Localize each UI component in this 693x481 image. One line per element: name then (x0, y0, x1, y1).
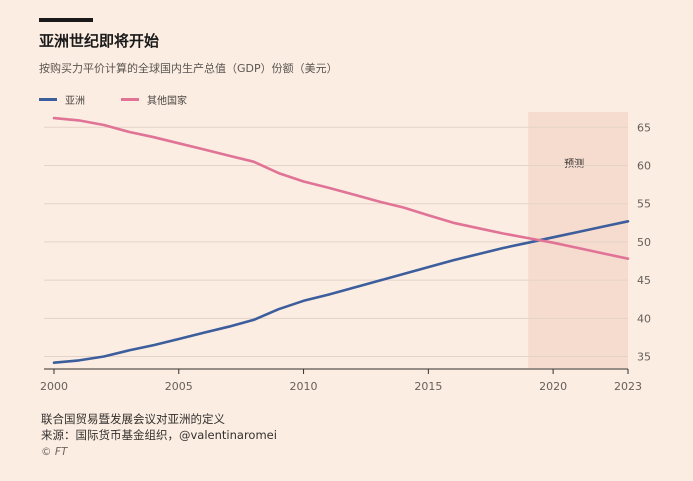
series-line-asia (52, 220, 630, 365)
legend-label-others: 其他国家 (147, 96, 187, 107)
line-chart: 预测 35 40 45 50 55 60 65 2000 2005 2010 2015 2020 2023 (40, 112, 651, 393)
title-accent-bar (39, 18, 93, 22)
legend-swatch-asia (39, 98, 57, 101)
y-tick-label: 35 (637, 351, 651, 364)
chart-subtitle: 按购买力平价计算的全球国内生产总值（GDP）份额（美元） (39, 62, 338, 75)
x-tick-label: 2010 (290, 380, 318, 393)
y-tick-label: 50 (637, 236, 651, 249)
source-note: 来源：国际货币基金组织，@valentinaromei (41, 428, 277, 442)
x-tick-label: 2015 (414, 380, 442, 393)
x-tick-label: 2000 (40, 380, 68, 393)
chart-title: 亚洲世纪即将开始 (39, 32, 160, 50)
forecast-label: 预测 (564, 157, 584, 170)
x-tick-label: 2023 (614, 380, 642, 393)
chart-legend: 亚洲 其他国家 (39, 92, 223, 107)
ft-copyright: © FT (41, 446, 68, 458)
legend-item-asia: 亚洲 (39, 92, 85, 107)
y-tick-label: 45 (637, 274, 651, 287)
chart-footnote: 联合国贸易暨发展会议对亚洲的定义 来源：国际货币基金组织，@valentinar… (41, 411, 277, 443)
x-tick-label: 2020 (539, 380, 567, 393)
y-tick-label: 60 (637, 159, 651, 172)
definition-note: 联合国贸易暨发展会议对亚洲的定义 (41, 412, 225, 426)
series-line-others (52, 116, 630, 261)
legend-swatch-others (121, 98, 139, 101)
y-tick-label: 40 (637, 312, 651, 325)
y-tick-label: 65 (637, 121, 651, 134)
legend-label-asia: 亚洲 (65, 96, 85, 107)
legend-item-others: 其他国家 (121, 92, 187, 107)
x-tick-label: 2005 (165, 380, 193, 393)
y-tick-label: 55 (637, 198, 651, 211)
